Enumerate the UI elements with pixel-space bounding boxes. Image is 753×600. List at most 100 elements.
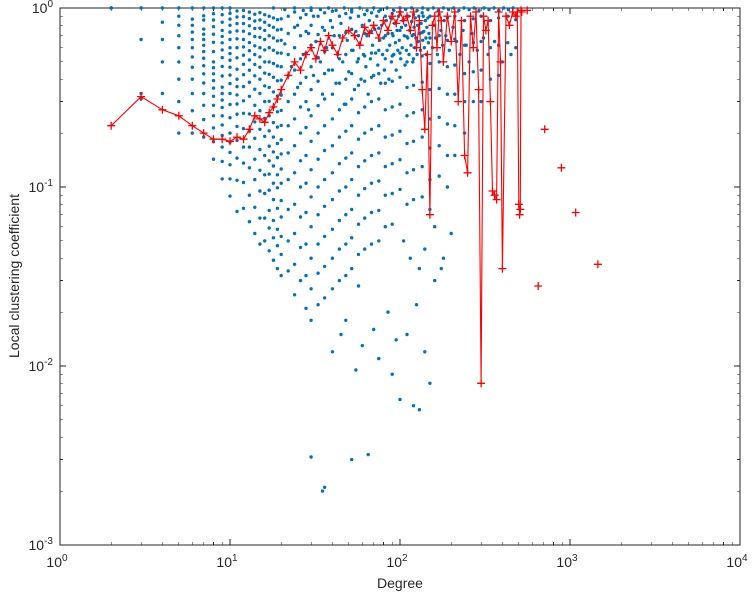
blue-scatter-point <box>314 39 318 44</box>
blue-scatter-point <box>390 162 394 166</box>
blue-scatter-point <box>437 34 441 38</box>
x-tick-label: 102 <box>386 553 408 570</box>
blue-scatter-point <box>309 65 313 69</box>
blue-scatter-point <box>304 181 308 185</box>
blue-scatter-point <box>330 117 335 121</box>
blue-scatter-point <box>316 32 320 37</box>
blue-scatter-point <box>306 108 311 112</box>
blue-scatter-point <box>411 168 416 172</box>
blue-scatter-point <box>309 318 313 322</box>
blue-scatter-point <box>398 28 402 33</box>
blue-scatter-point <box>377 208 381 213</box>
blue-scatter-point <box>360 23 364 27</box>
blue-scatter-point <box>160 20 165 24</box>
blue-scatter-point <box>267 129 271 133</box>
blue-scatter-point <box>279 108 283 113</box>
blue-scatter-point <box>322 28 327 33</box>
blue-scatter-point <box>247 32 252 36</box>
blue-scatter-point <box>316 103 320 108</box>
blue-scatter-point <box>398 51 402 55</box>
blue-scatter-point <box>220 55 224 60</box>
blue-scatter-point <box>247 166 252 170</box>
blue-scatter-point <box>275 64 280 68</box>
blue-scatter-point <box>368 57 373 61</box>
mean-plus-marker <box>338 34 347 42</box>
y-tick-label: 10-1 <box>29 178 54 195</box>
blue-scatter-point <box>279 234 283 239</box>
blue-scatter-point <box>423 247 427 251</box>
blue-scatter-point <box>263 239 267 243</box>
blue-scatter-point <box>428 87 432 92</box>
blue-scatter-point <box>467 7 471 12</box>
blue-scatter-point <box>279 198 283 203</box>
blue-scatter-point <box>471 70 475 74</box>
mean-plus-marker <box>496 57 505 66</box>
blue-scatter-point <box>316 185 320 189</box>
blue-scatter-point <box>279 17 283 21</box>
blue-scatter-point <box>369 242 374 246</box>
blue-scatter-point <box>316 14 320 18</box>
blue-scatter-point <box>304 125 308 130</box>
blue-scatter-point <box>352 87 357 92</box>
blue-scatter-point <box>253 136 257 140</box>
blue-scatter-point <box>322 124 327 128</box>
blue-scatter-point <box>411 57 416 61</box>
blue-scatter-point <box>445 122 450 126</box>
blue-scatter-point <box>405 332 409 337</box>
blue-scatter-point <box>279 65 283 69</box>
blue-scatter-point <box>267 159 271 163</box>
blue-scatter-point <box>292 25 297 29</box>
mean-plus-marker <box>277 85 286 94</box>
blue-scatter-point <box>377 151 381 155</box>
blue-scatter-point <box>457 8 461 13</box>
blue-scatter-point <box>363 12 367 17</box>
blue-scatter-point <box>377 48 381 52</box>
blue-scatter-point <box>330 92 335 96</box>
blue-scatter-point <box>220 85 224 89</box>
blue-scatter-point <box>190 37 194 42</box>
blue-scatter-point <box>363 105 367 109</box>
blue-scatter-point <box>292 171 297 175</box>
blue-scatter-point <box>263 216 267 220</box>
blue-scatter-point <box>258 168 262 172</box>
mean-plus-marker <box>494 8 503 16</box>
blue-scatter-point <box>361 52 366 57</box>
mean-plus-marker <box>479 12 488 21</box>
blue-scatter-point <box>139 6 143 10</box>
blue-scatter-point <box>253 120 257 124</box>
blue-scatter-point <box>322 264 327 269</box>
blue-scatter-point <box>420 195 424 199</box>
blue-scatter-point <box>479 99 483 104</box>
blue-scatter-point <box>348 16 352 20</box>
blue-scatter-point <box>365 8 369 13</box>
blue-scatter-point <box>258 216 262 220</box>
blue-scatter-point <box>263 191 267 196</box>
blue-scatter-point <box>241 111 246 116</box>
mean-plus-marker <box>571 208 580 217</box>
blue-scatter-point <box>356 252 361 257</box>
blue-scatter-point <box>286 99 290 104</box>
blue-scatter-point <box>267 46 271 50</box>
blue-scatter-point <box>427 31 431 36</box>
blue-scatter-point <box>247 145 252 149</box>
blue-scatter-point <box>279 38 283 42</box>
mean-plus-marker <box>369 21 378 30</box>
blue-scatter-point <box>424 36 428 40</box>
blue-scatter-point <box>309 23 313 27</box>
blue-scatter-point <box>267 23 271 27</box>
mean-plus-marker <box>435 8 444 16</box>
blue-scatter-point <box>298 278 303 283</box>
blue-scatter-point <box>292 92 297 96</box>
blue-scatter-point <box>304 99 308 104</box>
blue-scatter-point <box>344 77 348 81</box>
blue-scatter-point <box>383 135 387 139</box>
blue-scatter-point <box>339 332 343 337</box>
blue-scatter-point <box>258 242 262 246</box>
blue-scatter-point <box>211 18 216 22</box>
blue-scatter-point <box>369 210 374 215</box>
mean-plus-marker <box>245 125 254 134</box>
mean-line <box>110 10 523 384</box>
blue-scatter-point <box>292 262 297 266</box>
blue-scatter-point <box>350 124 354 128</box>
blue-scatter-point <box>160 60 165 64</box>
